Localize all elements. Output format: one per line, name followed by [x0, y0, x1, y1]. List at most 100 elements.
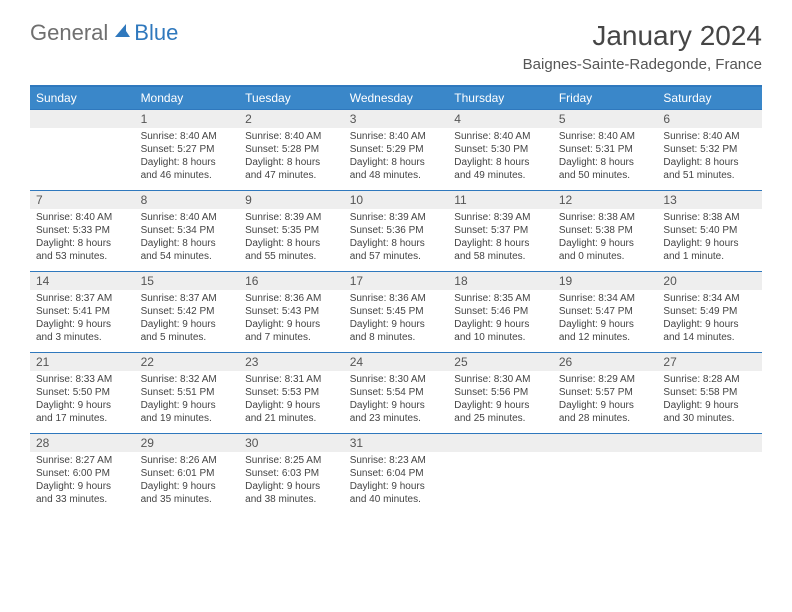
- day-number: 5: [553, 110, 658, 128]
- daylight1-text: Daylight: 8 hours: [350, 156, 443, 169]
- sunrise-text: Sunrise: 8:40 AM: [559, 130, 652, 143]
- day-cell: Sunrise: 8:31 AMSunset: 5:53 PMDaylight:…: [239, 371, 344, 433]
- day-number: 6: [657, 110, 762, 128]
- daylight1-text: Daylight: 9 hours: [36, 480, 129, 493]
- day-number: 29: [135, 434, 240, 452]
- daylight1-text: Daylight: 9 hours: [559, 237, 652, 250]
- weekday-header: Wednesday: [344, 87, 449, 109]
- day-cell: Sunrise: 8:37 AMSunset: 5:42 PMDaylight:…: [135, 290, 240, 352]
- daylight1-text: Daylight: 9 hours: [245, 318, 338, 331]
- sunrise-text: Sunrise: 8:30 AM: [350, 373, 443, 386]
- sunrise-text: Sunrise: 8:36 AM: [245, 292, 338, 305]
- location: Baignes-Sainte-Radegonde, France: [523, 56, 762, 73]
- daylight2-text: and 49 minutes.: [454, 169, 547, 182]
- daylight1-text: Daylight: 9 hours: [350, 399, 443, 412]
- weekday-header: Friday: [553, 87, 658, 109]
- day-cell: [448, 452, 553, 514]
- daylight1-text: Daylight: 8 hours: [141, 156, 234, 169]
- sunrise-text: Sunrise: 8:28 AM: [663, 373, 756, 386]
- sunset-text: Sunset: 6:03 PM: [245, 467, 338, 480]
- daylight2-text: and 58 minutes.: [454, 250, 547, 263]
- sunset-text: Sunset: 5:49 PM: [663, 305, 756, 318]
- daylight2-text: and 12 minutes.: [559, 331, 652, 344]
- weeks-container: 123456Sunrise: 8:40 AMSunset: 5:27 PMDay…: [30, 109, 762, 514]
- daylight2-text: and 33 minutes.: [36, 493, 129, 506]
- daylight2-text: and 30 minutes.: [663, 412, 756, 425]
- daylight1-text: Daylight: 9 hours: [559, 318, 652, 331]
- day-cell: Sunrise: 8:30 AMSunset: 5:54 PMDaylight:…: [344, 371, 449, 433]
- daylight2-text: and 8 minutes.: [350, 331, 443, 344]
- weekday-header: Thursday: [448, 87, 553, 109]
- sunrise-text: Sunrise: 8:38 AM: [663, 211, 756, 224]
- weekday-header-row: Sunday Monday Tuesday Wednesday Thursday…: [30, 87, 762, 109]
- day-number: 2: [239, 110, 344, 128]
- daylight1-text: Daylight: 8 hours: [245, 156, 338, 169]
- daylight2-text: and 25 minutes.: [454, 412, 547, 425]
- day-cell: Sunrise: 8:40 AMSunset: 5:29 PMDaylight:…: [344, 128, 449, 190]
- week-row: 78910111213Sunrise: 8:40 AMSunset: 5:33 …: [30, 190, 762, 271]
- daylight1-text: Daylight: 9 hours: [350, 480, 443, 493]
- sunset-text: Sunset: 5:27 PM: [141, 143, 234, 156]
- daylight2-text: and 5 minutes.: [141, 331, 234, 344]
- daylight2-text: and 57 minutes.: [350, 250, 443, 263]
- day-cell: Sunrise: 8:37 AMSunset: 5:41 PMDaylight:…: [30, 290, 135, 352]
- sunrise-text: Sunrise: 8:39 AM: [454, 211, 547, 224]
- day-number: [448, 434, 553, 452]
- logo-text-blue: Blue: [134, 20, 178, 46]
- day-cell: Sunrise: 8:30 AMSunset: 5:56 PMDaylight:…: [448, 371, 553, 433]
- daylight1-text: Daylight: 8 hours: [663, 156, 756, 169]
- daylight1-text: Daylight: 9 hours: [141, 399, 234, 412]
- sunset-text: Sunset: 5:50 PM: [36, 386, 129, 399]
- day-number: 8: [135, 191, 240, 209]
- day-number: 20: [657, 272, 762, 290]
- sunset-text: Sunset: 5:46 PM: [454, 305, 547, 318]
- daylight2-text: and 55 minutes.: [245, 250, 338, 263]
- sunset-text: Sunset: 5:43 PM: [245, 305, 338, 318]
- day-cell: Sunrise: 8:29 AMSunset: 5:57 PMDaylight:…: [553, 371, 658, 433]
- daylight2-text: and 7 minutes.: [245, 331, 338, 344]
- sunrise-text: Sunrise: 8:37 AM: [36, 292, 129, 305]
- daylight1-text: Daylight: 9 hours: [663, 237, 756, 250]
- day-number: 19: [553, 272, 658, 290]
- week-row: 21222324252627Sunrise: 8:33 AMSunset: 5:…: [30, 352, 762, 433]
- daylight1-text: Daylight: 8 hours: [559, 156, 652, 169]
- week-row: 123456Sunrise: 8:40 AMSunset: 5:27 PMDay…: [30, 109, 762, 190]
- daylight2-text: and 40 minutes.: [350, 493, 443, 506]
- day-number: 17: [344, 272, 449, 290]
- sunset-text: Sunset: 5:33 PM: [36, 224, 129, 237]
- day-number: 14: [30, 272, 135, 290]
- daylight1-text: Daylight: 8 hours: [350, 237, 443, 250]
- day-cell: Sunrise: 8:38 AMSunset: 5:38 PMDaylight:…: [553, 209, 658, 271]
- daylight2-text: and 19 minutes.: [141, 412, 234, 425]
- daylight2-text: and 1 minute.: [663, 250, 756, 263]
- sunset-text: Sunset: 5:36 PM: [350, 224, 443, 237]
- sunrise-text: Sunrise: 8:36 AM: [350, 292, 443, 305]
- sunrise-text: Sunrise: 8:40 AM: [245, 130, 338, 143]
- daylight2-text: and 17 minutes.: [36, 412, 129, 425]
- day-number: 24: [344, 353, 449, 371]
- sunset-text: Sunset: 5:31 PM: [559, 143, 652, 156]
- daylight1-text: Daylight: 9 hours: [36, 318, 129, 331]
- day-cell: Sunrise: 8:40 AMSunset: 5:30 PMDaylight:…: [448, 128, 553, 190]
- daylight1-text: Daylight: 9 hours: [559, 399, 652, 412]
- sunset-text: Sunset: 5:56 PM: [454, 386, 547, 399]
- daylight1-text: Daylight: 8 hours: [141, 237, 234, 250]
- sunset-text: Sunset: 5:41 PM: [36, 305, 129, 318]
- day-cell: Sunrise: 8:34 AMSunset: 5:49 PMDaylight:…: [657, 290, 762, 352]
- month-title: January 2024: [523, 20, 762, 52]
- sunrise-text: Sunrise: 8:40 AM: [36, 211, 129, 224]
- week-row: 28293031Sunrise: 8:27 AMSunset: 6:00 PMD…: [30, 433, 762, 514]
- day-number: 22: [135, 353, 240, 371]
- sunrise-text: Sunrise: 8:31 AM: [245, 373, 338, 386]
- day-cell: Sunrise: 8:39 AMSunset: 5:37 PMDaylight:…: [448, 209, 553, 271]
- sunrise-text: Sunrise: 8:35 AM: [454, 292, 547, 305]
- day-number: 11: [448, 191, 553, 209]
- sunset-text: Sunset: 5:38 PM: [559, 224, 652, 237]
- day-cell: Sunrise: 8:38 AMSunset: 5:40 PMDaylight:…: [657, 209, 762, 271]
- day-cell: Sunrise: 8:40 AMSunset: 5:28 PMDaylight:…: [239, 128, 344, 190]
- day-number: 28: [30, 434, 135, 452]
- day-cell: Sunrise: 8:36 AMSunset: 5:43 PMDaylight:…: [239, 290, 344, 352]
- sunset-text: Sunset: 5:45 PM: [350, 305, 443, 318]
- logo: General Blue: [30, 20, 178, 46]
- day-number-row: 28293031: [30, 434, 762, 452]
